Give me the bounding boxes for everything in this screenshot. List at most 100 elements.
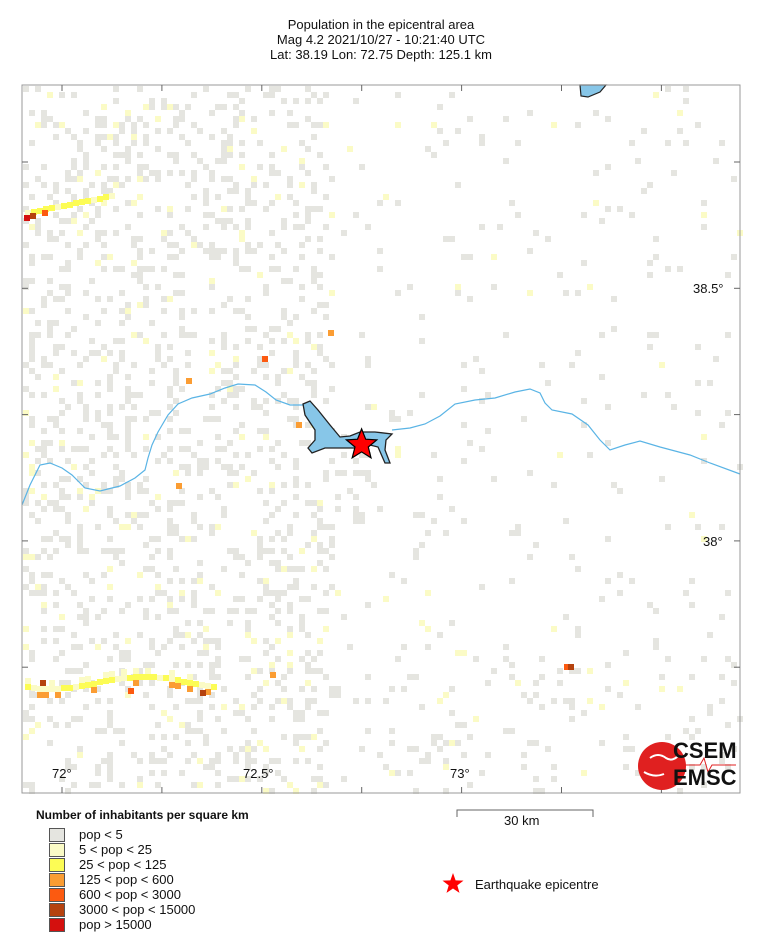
population-cell bbox=[353, 494, 359, 500]
population-cell bbox=[227, 482, 233, 488]
population-cell bbox=[29, 350, 35, 356]
population-cell bbox=[443, 140, 449, 146]
population-cell bbox=[200, 690, 206, 696]
population-cell bbox=[281, 452, 287, 458]
population-cell bbox=[143, 476, 149, 482]
population-cell bbox=[275, 440, 281, 446]
population-cell bbox=[41, 164, 47, 170]
population-cell bbox=[29, 356, 35, 362]
population-cell bbox=[47, 416, 53, 422]
population-cell bbox=[347, 644, 353, 650]
population-cell bbox=[191, 242, 197, 248]
population-cell bbox=[131, 332, 137, 338]
population-cell bbox=[35, 332, 41, 338]
population-cell bbox=[641, 128, 647, 134]
population-cell bbox=[599, 740, 605, 746]
population-cell bbox=[227, 440, 233, 446]
population-cell bbox=[23, 734, 29, 740]
population-cell bbox=[187, 686, 193, 692]
population-cell bbox=[121, 669, 127, 675]
population-cell bbox=[215, 494, 221, 500]
population-cell bbox=[29, 650, 35, 656]
population-cell bbox=[209, 242, 215, 248]
population-cell bbox=[95, 764, 101, 770]
population-cell bbox=[347, 488, 353, 494]
population-cell bbox=[173, 368, 179, 374]
population-cell bbox=[251, 704, 257, 710]
population-cell bbox=[233, 224, 239, 230]
population-cell bbox=[287, 182, 293, 188]
population-cell bbox=[533, 788, 539, 794]
population-cell bbox=[95, 230, 101, 236]
population-cell bbox=[155, 722, 161, 728]
population-cell bbox=[77, 428, 83, 434]
population-cell bbox=[467, 116, 473, 122]
population-cell bbox=[317, 728, 323, 734]
population-cell bbox=[149, 500, 155, 506]
population-cell bbox=[221, 704, 227, 710]
population-cell bbox=[269, 488, 275, 494]
population-cell bbox=[71, 176, 77, 182]
population-cell bbox=[275, 560, 281, 566]
population-cell bbox=[227, 140, 233, 146]
population-cell bbox=[41, 110, 47, 116]
population-cell bbox=[329, 554, 335, 560]
population-cell bbox=[77, 140, 83, 146]
population-cell bbox=[473, 356, 479, 362]
population-cell bbox=[275, 242, 281, 248]
population-cell bbox=[245, 620, 251, 626]
population-cell bbox=[29, 422, 35, 428]
population-cell bbox=[539, 674, 545, 680]
population-cell bbox=[347, 146, 353, 152]
population-cell bbox=[143, 416, 149, 422]
population-cell bbox=[101, 254, 107, 260]
population-cell bbox=[29, 512, 35, 518]
population-cell bbox=[455, 722, 461, 728]
population-cell bbox=[719, 698, 725, 704]
population-cell bbox=[251, 326, 257, 332]
population-cell bbox=[101, 104, 107, 110]
population-cell bbox=[65, 722, 71, 728]
population-cell bbox=[119, 782, 125, 788]
population-cell bbox=[83, 614, 89, 620]
population-cell bbox=[41, 584, 47, 590]
population-cell bbox=[203, 224, 209, 230]
population-cell bbox=[251, 368, 257, 374]
population-cell bbox=[485, 392, 491, 398]
population-cell bbox=[299, 566, 305, 572]
population-cell bbox=[281, 686, 287, 692]
population-cell bbox=[491, 254, 497, 260]
population-cell bbox=[521, 752, 527, 758]
population-cell bbox=[575, 566, 581, 572]
population-cell bbox=[395, 290, 401, 296]
population-cell bbox=[305, 116, 311, 122]
population-cell bbox=[389, 728, 395, 734]
population-cell bbox=[299, 296, 305, 302]
population-cell bbox=[731, 176, 737, 182]
population-cell bbox=[191, 170, 197, 176]
population-cell bbox=[425, 758, 431, 764]
population-cell bbox=[305, 650, 311, 656]
population-cell bbox=[251, 638, 257, 644]
population-cell bbox=[569, 668, 575, 674]
population-cell bbox=[137, 212, 143, 218]
legend-item-label: pop > 15000 bbox=[79, 917, 152, 932]
population-cell bbox=[245, 188, 251, 194]
population-cell bbox=[581, 422, 587, 428]
population-cell bbox=[89, 338, 95, 344]
population-cell bbox=[215, 416, 221, 422]
population-cell bbox=[101, 422, 107, 428]
population-cell bbox=[29, 554, 35, 560]
population-cell bbox=[29, 368, 35, 374]
population-cell bbox=[425, 752, 431, 758]
population-cell bbox=[323, 566, 329, 572]
population-cell bbox=[107, 386, 113, 392]
population-cell bbox=[107, 776, 113, 782]
population-cell bbox=[329, 686, 335, 692]
population-cell bbox=[323, 524, 329, 530]
population-cell bbox=[269, 446, 275, 452]
population-cell bbox=[107, 410, 113, 416]
population-cell bbox=[71, 92, 77, 98]
population-cell bbox=[29, 716, 35, 722]
lat-label: 38° bbox=[703, 534, 723, 549]
